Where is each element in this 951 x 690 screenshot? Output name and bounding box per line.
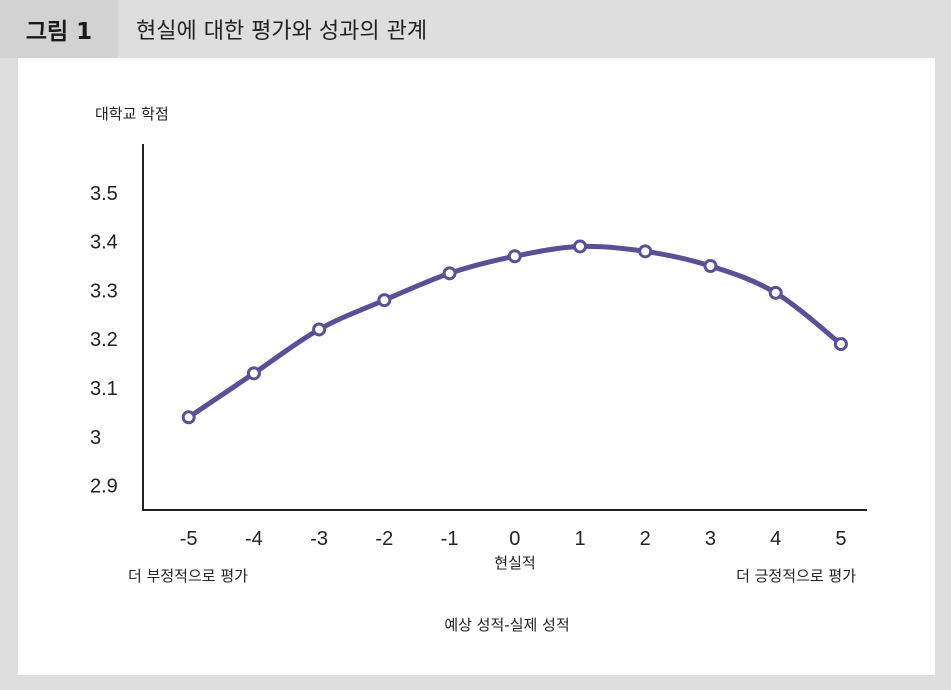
x-right-label: 더 긍정적으로 평가	[736, 567, 856, 585]
x-tick-label: 1	[574, 528, 585, 550]
x-center-label: 현실적	[494, 554, 535, 572]
data-point	[377, 293, 392, 308]
figure-title: 현실에 대한 평가와 성과의 관계	[136, 19, 428, 44]
x-tick-label: -3	[310, 528, 328, 550]
y-tick-label: 3.1	[90, 378, 118, 400]
data-point	[507, 249, 522, 264]
y-tick-label: 2.9	[90, 476, 118, 498]
x-tick-label: 4	[770, 528, 781, 550]
data-point	[246, 366, 261, 381]
x-tick-labels: -5 -4 -3 -2 -1 0 1 2 3 4 5	[180, 528, 847, 550]
x-tick-label: 2	[640, 528, 651, 550]
x-tick-label: 3	[705, 528, 716, 550]
x-tick-label: -2	[375, 528, 393, 550]
y-tick-label: 3.3	[90, 280, 118, 302]
y-tick-label: 3.4	[90, 232, 118, 254]
data-point	[312, 322, 327, 337]
y-tick-label: 3.2	[90, 329, 118, 351]
x-left-label: 더 부정적으로 평가	[128, 567, 248, 585]
x-tick-label: -4	[245, 528, 263, 550]
chart-panel: 대학교 학점 2.9 3 3.1 3.2 3.3 3.4 3.5 -5 -4 -3 -2 -1 0 1 2…	[18, 58, 935, 675]
y-tick-labels: 2.9 3 3.1 3.2 3.3 3.4 3.5	[90, 183, 118, 498]
data-points	[181, 239, 848, 425]
y-axis-label: 대학교 학점	[95, 105, 169, 123]
x-axis-label: 예상 성적-실제 성적	[444, 616, 569, 634]
x-tick-label: -1	[441, 528, 459, 550]
data-point	[573, 239, 588, 254]
x-tick-label: 0	[509, 528, 520, 550]
data-point	[703, 259, 718, 273]
series-line	[186, 243, 844, 420]
data-point	[638, 244, 653, 259]
line-chart: 대학교 학점 2.9 3 3.1 3.2 3.3 3.4 3.5 -5 -4 -3 -2 -1 0 1 2…	[90, 105, 867, 634]
y-tick-label: 3	[90, 427, 101, 449]
x-tick-label: -5	[180, 528, 198, 550]
y-tick-label: 3.5	[90, 183, 118, 205]
figure-tag: 그림 1	[0, 0, 118, 58]
x-tick-label: 5	[835, 528, 846, 550]
data-point	[181, 410, 196, 425]
data-point	[768, 285, 783, 300]
data-point	[833, 337, 848, 352]
data-point	[442, 266, 457, 281]
